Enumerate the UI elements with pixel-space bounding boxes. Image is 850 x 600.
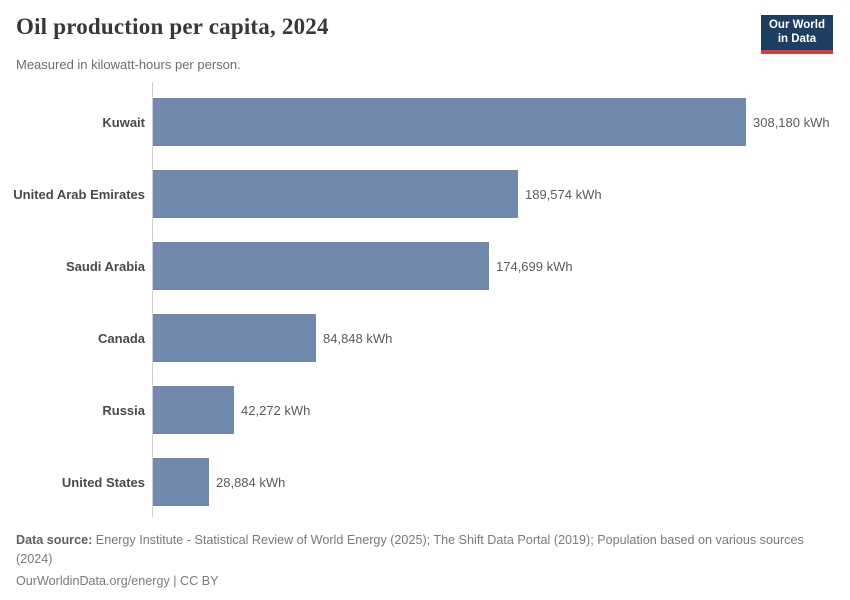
owid-logo[interactable]: Our World in Data: [760, 15, 833, 54]
bar-track: 174,699 kWh: [153, 230, 573, 302]
bar[interactable]: [153, 314, 316, 362]
data-source-note: Data source: Energy Institute - Statisti…: [16, 531, 804, 569]
chart-subtitle: Measured in kilowatt-hours per person.: [16, 57, 241, 72]
data-source-text-wrap: (2024): [16, 551, 53, 566]
bar[interactable]: [153, 98, 746, 146]
value-label: 84,848 kWh: [323, 330, 393, 346]
bar-row: United Arab Emirates 189,574 kWh: [0, 158, 850, 230]
owid-logo-line1: Our World: [768, 19, 825, 31]
bar-track: 42,272 kWh: [153, 374, 310, 446]
value-label: 174,699 kWh: [496, 258, 573, 274]
category-label: Kuwait: [102, 114, 145, 130]
bar-rows: Kuwait 308,180 kWh United Arab Emirates 189…: [0, 86, 850, 518]
bar-track: 28,884 kWh: [153, 446, 285, 518]
y-axis-line: [152, 82, 153, 517]
data-source-text: Energy Institute - Statistical Review of…: [95, 533, 804, 547]
bar-row: Saudi Arabia 174,699 kWh: [0, 230, 850, 302]
bar-row: Kuwait 308,180 kWh: [0, 86, 850, 158]
permalink-license-link[interactable]: OurWorldinData.org/energy | CC BY: [16, 573, 219, 588]
bar[interactable]: [153, 386, 234, 434]
bar[interactable]: [153, 458, 209, 506]
value-label: 28,884 kWh: [216, 474, 286, 490]
chart-footer: Data source: Energy Institute - Statisti…: [16, 531, 804, 591]
data-source-label: Data source:: [16, 533, 93, 547]
bar-track: 84,848 kWh: [153, 302, 392, 374]
value-label: 189,574 kWh: [525, 186, 602, 202]
bar-row: Russia 42,272 kWh: [0, 374, 850, 446]
category-label: United Arab Emirates: [13, 186, 145, 202]
chart-title: Oil production per capita, 2024: [16, 14, 329, 39]
value-label: 42,272 kWh: [241, 402, 311, 418]
value-label: 308,180 kWh: [753, 114, 830, 130]
category-label: Saudi Arabia: [66, 258, 145, 274]
bar-track: 308,180 kWh: [153, 86, 830, 158]
category-label: United States: [61, 474, 145, 490]
bar-row: United States 28,884 kWh: [0, 446, 850, 518]
owid-logo-line2: in Data: [777, 32, 817, 45]
category-label: Russia: [102, 402, 145, 418]
bar[interactable]: [153, 170, 518, 218]
category-label: Canada: [98, 330, 145, 346]
bar[interactable]: [153, 242, 489, 290]
bar-row: Canada 84,848 kWh: [0, 302, 850, 374]
bar-track: 189,574 kWh: [153, 158, 602, 230]
